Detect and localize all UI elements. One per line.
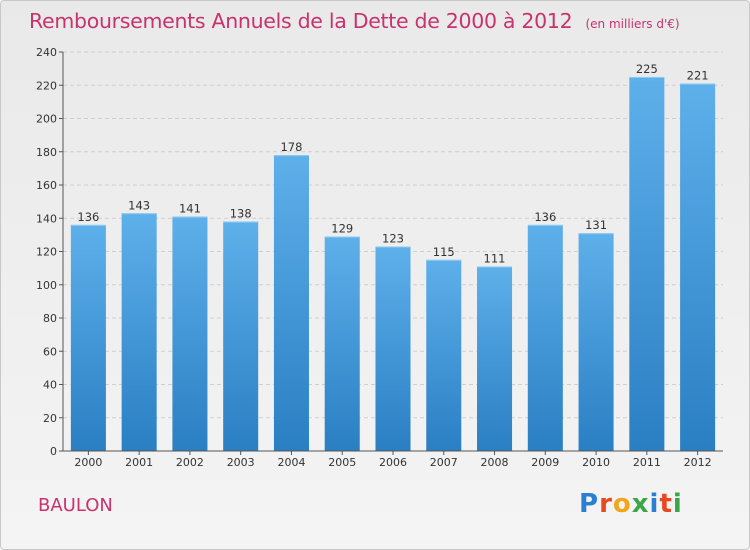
y-tick-label: 140 xyxy=(36,212,57,225)
data-label: 111 xyxy=(484,251,506,265)
proxiti-logo: Proxiti xyxy=(579,489,683,519)
x-tick-label: 2007 xyxy=(430,456,458,469)
data-label: 141 xyxy=(179,202,201,216)
x-tick-label: 2010 xyxy=(582,456,610,469)
x-tick-label: 2005 xyxy=(328,456,356,469)
bar-2011 xyxy=(629,76,665,451)
data-label: 221 xyxy=(687,69,709,83)
logo-letter: P xyxy=(579,489,600,519)
bar-2010 xyxy=(578,233,614,451)
y-tick-label: 200 xyxy=(36,113,57,126)
bar-2003 xyxy=(223,221,259,451)
y-tick-label: 160 xyxy=(36,179,57,192)
x-tick-label: 2012 xyxy=(684,456,712,469)
y-tick-label: 180 xyxy=(36,146,57,159)
y-tick-label: 120 xyxy=(36,246,57,259)
y-tick-label: 220 xyxy=(36,79,57,92)
chart-title: Remboursements Annuels de la Dette de 20… xyxy=(29,9,680,33)
place-name: BAULON xyxy=(38,495,113,516)
data-label: 123 xyxy=(382,232,404,246)
x-tick-label: 2002 xyxy=(176,456,204,469)
x-tick-label: 2001 xyxy=(125,456,153,469)
bar-2007 xyxy=(426,259,462,451)
x-tick-label: 2000 xyxy=(74,456,102,469)
data-label: 136 xyxy=(77,210,99,224)
logo-letter: r xyxy=(599,489,613,519)
x-tick-label: 2011 xyxy=(633,456,661,469)
y-tick-label: 40 xyxy=(43,379,57,392)
logo-letter: i xyxy=(649,489,660,519)
y-tick-label: 60 xyxy=(43,345,57,358)
y-tick-label: 0 xyxy=(50,445,57,458)
x-tick-label: 2006 xyxy=(379,456,407,469)
bar-2004 xyxy=(273,155,309,451)
logo-letter: o xyxy=(612,489,632,519)
data-label: 138 xyxy=(230,207,252,221)
bar-2006 xyxy=(375,246,411,451)
y-tick-label: 80 xyxy=(43,312,57,325)
chart-title-unit: (en milliers d'€) xyxy=(585,17,680,31)
y-tick-label: 20 xyxy=(43,412,57,425)
data-label: 115 xyxy=(433,245,455,259)
logo-letter: x xyxy=(631,489,650,519)
logo-letter: i xyxy=(672,489,683,519)
bar-2000 xyxy=(70,224,106,451)
y-tick-label: 240 xyxy=(36,46,57,59)
bar-2002 xyxy=(172,216,208,451)
y-tick-label: 100 xyxy=(36,279,57,292)
bar-2009 xyxy=(527,224,563,451)
bar-2012 xyxy=(680,83,716,452)
data-label: 143 xyxy=(128,198,150,212)
logo-letter: t xyxy=(659,489,673,519)
x-tick-label: 2008 xyxy=(481,456,509,469)
data-label: 178 xyxy=(280,140,302,154)
bar-2001 xyxy=(121,213,157,451)
data-label: 136 xyxy=(534,210,556,224)
data-label: 225 xyxy=(636,62,658,76)
bar-2005 xyxy=(324,236,360,451)
x-tick-label: 2009 xyxy=(531,456,559,469)
chart-title-main: Remboursements Annuels de la Dette de 20… xyxy=(29,9,573,33)
bar-2008 xyxy=(477,266,513,451)
x-tick-label: 2003 xyxy=(227,456,255,469)
x-tick-label: 2004 xyxy=(277,456,305,469)
data-label: 131 xyxy=(585,218,607,232)
data-label: 129 xyxy=(331,222,353,236)
